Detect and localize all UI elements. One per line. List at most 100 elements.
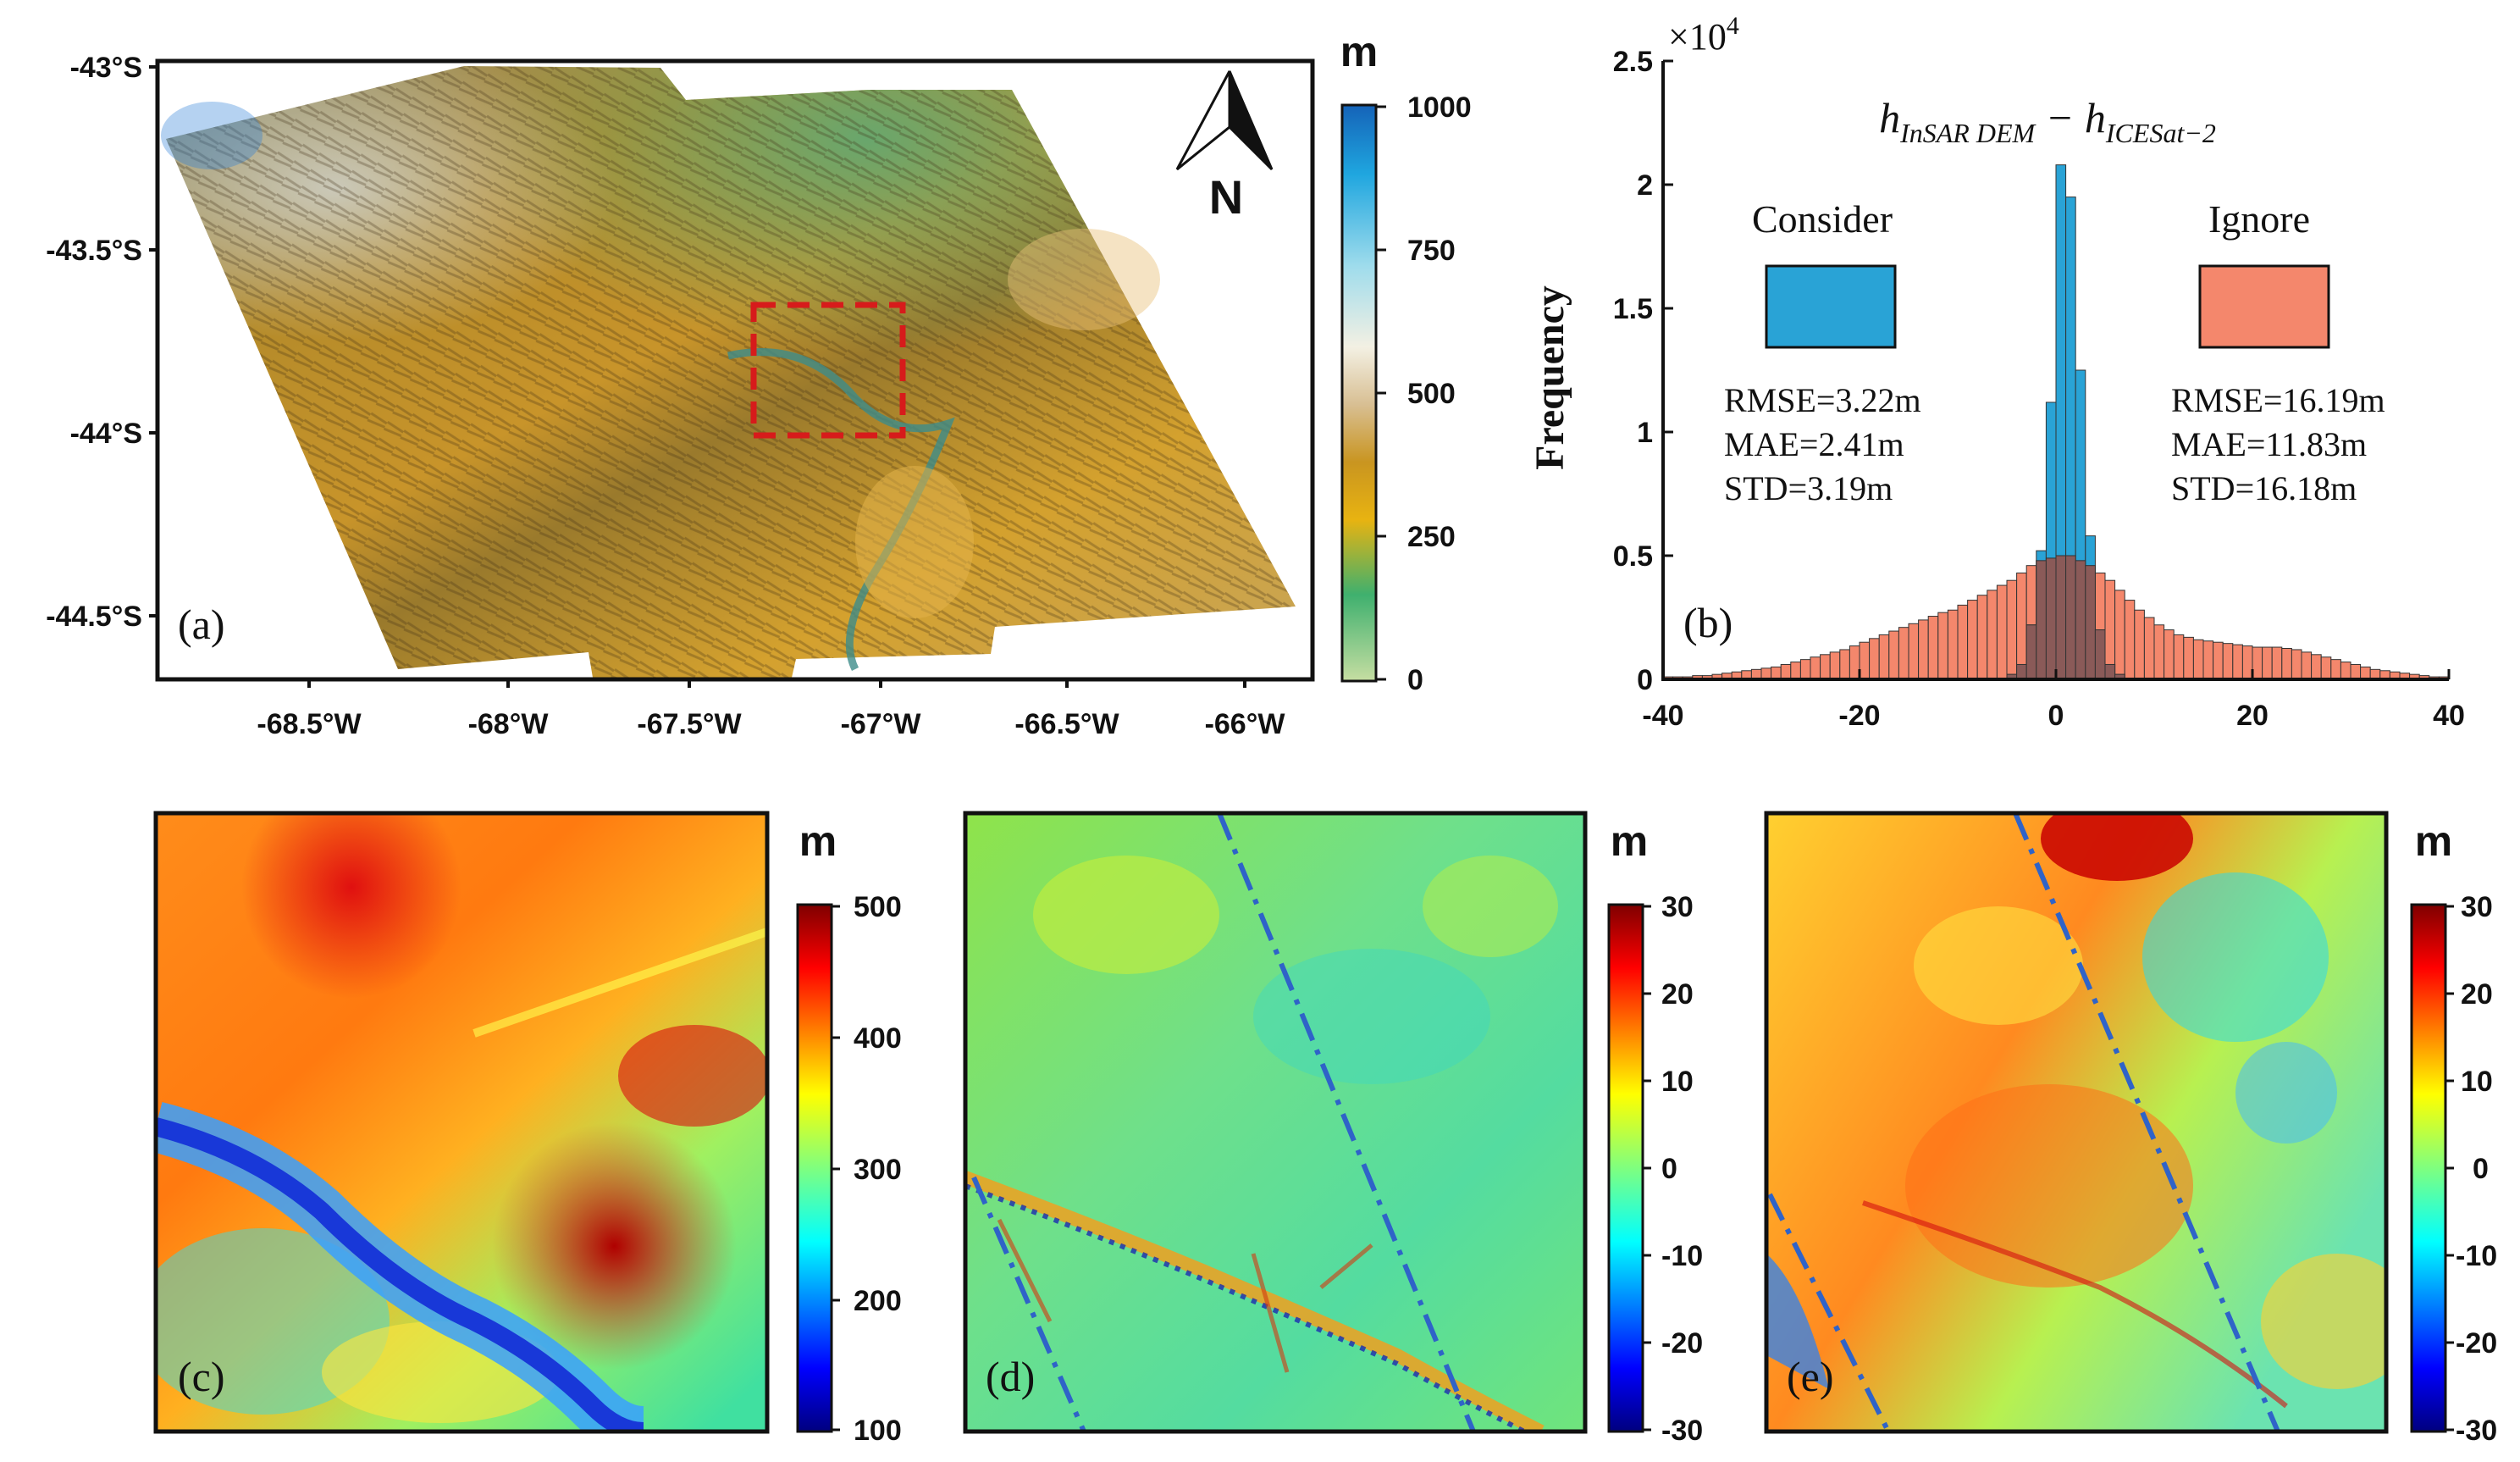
lon-tick-label: -67.5°W bbox=[637, 708, 742, 740]
lat-tick-label: -44.5°S bbox=[46, 601, 142, 633]
bar-overlap bbox=[2016, 663, 2027, 680]
bar-overlap bbox=[2104, 663, 2116, 680]
lat-tick-label: -43.5°S bbox=[46, 235, 142, 267]
bar-overlap bbox=[2025, 624, 2037, 680]
bar-ignore bbox=[2340, 662, 2351, 680]
bar-ignore bbox=[2202, 640, 2214, 680]
bar-ignore bbox=[2213, 641, 2224, 680]
y-exponent: ×104 bbox=[1668, 12, 1739, 58]
colorbar-tick: 0 bbox=[1661, 1153, 1677, 1185]
y-axis-label: Frequency bbox=[1528, 285, 1572, 470]
bar-ignore bbox=[2291, 649, 2302, 680]
lon-ticks: -68.5°W -68°W -67.5°W -67°W -66.5°W -66°… bbox=[257, 679, 1285, 740]
bar-ignore bbox=[2262, 646, 2273, 680]
colorbar-tick: 750 bbox=[1407, 235, 1456, 267]
bar-ignore bbox=[2241, 645, 2253, 680]
bar-ignore bbox=[2192, 639, 2204, 680]
colorbar-unit: m bbox=[1340, 28, 1378, 75]
x-tick-label: 20 bbox=[2236, 700, 2269, 732]
colorbar-tick: 10 bbox=[1661, 1066, 1694, 1098]
lon-tick-label: -68.5°W bbox=[257, 708, 362, 740]
bar-ignore bbox=[1996, 584, 2008, 680]
legend-label-consider: Consider bbox=[1752, 197, 1893, 241]
colorbar-tick: -20 bbox=[2456, 1327, 2497, 1360]
panel-label-a: (a) bbox=[178, 601, 225, 648]
bar-ignore bbox=[1878, 634, 1890, 680]
bar-overlap bbox=[2036, 560, 2047, 680]
bar-ignore bbox=[2153, 624, 2165, 680]
bar-ignore bbox=[2222, 643, 2234, 680]
panel-label-d: (d) bbox=[986, 1353, 1035, 1400]
lon-tick-label: -66°W bbox=[1205, 708, 1286, 740]
colorbar-tick: -30 bbox=[1661, 1415, 1703, 1447]
x-axis: -40 -20 0 20 40 bbox=[1642, 669, 2465, 732]
lon-tick-label: -67°W bbox=[841, 708, 922, 740]
bar-ignore bbox=[1839, 649, 1850, 680]
stat-consider-rmse: RMSE=3.22m bbox=[1724, 381, 1921, 419]
bar-ignore bbox=[2173, 634, 2185, 680]
stat-consider-std: STD=3.19m bbox=[1724, 469, 1893, 507]
bar-ignore bbox=[1957, 604, 1969, 680]
legend-swatch-ignore bbox=[2198, 264, 2330, 349]
lat-tick-label: -44°S bbox=[70, 418, 142, 450]
panel-a: N (a) -43°S -43.5°S -44°S -44.5°S -68.5°… bbox=[46, 28, 1471, 740]
stat-consider-mae: MAE=2.41m bbox=[1724, 425, 1904, 463]
colorbar-tick: 1000 bbox=[1407, 91, 1472, 124]
north-label: N bbox=[1209, 170, 1243, 224]
bar-ignore bbox=[1859, 641, 1871, 680]
panel-b: -40 -20 0 20 40 00.511.522.5 ×104 Frequency … bbox=[1528, 12, 2465, 732]
stat-ignore-rmse: RMSE=16.19m bbox=[2171, 381, 2385, 419]
bar-ignore bbox=[1927, 616, 1939, 680]
y-tick-label: 1 bbox=[1637, 417, 1653, 449]
bar-ignore bbox=[2134, 609, 2145, 680]
bar-ignore bbox=[1947, 609, 1959, 680]
colorbar-tick: 500 bbox=[1407, 378, 1456, 410]
bar-overlap bbox=[2055, 555, 2067, 680]
y-tick-label: 1.5 bbox=[1613, 293, 1653, 325]
x-tick-label: -20 bbox=[1838, 700, 1880, 732]
colorbar-tick: 20 bbox=[1661, 978, 1694, 1011]
north-arrow: N bbox=[1175, 70, 1274, 224]
bar-ignore bbox=[1849, 645, 1860, 680]
series-overlap bbox=[2006, 555, 2125, 680]
y-tick-label: 2.5 bbox=[1613, 46, 1653, 78]
stat-ignore-mae: MAE=11.83m bbox=[2171, 425, 2367, 463]
bar-ignore bbox=[1918, 619, 1929, 680]
colorbar-tick: -30 bbox=[2456, 1415, 2497, 1447]
elevation-map bbox=[156, 813, 767, 1432]
bar-ignore bbox=[1888, 630, 1899, 680]
panel-d: (d) m 30 20 10 0 -10 -20 -30 bbox=[963, 811, 1703, 1447]
x-tick-label: 40 bbox=[2433, 700, 2465, 732]
colorbar-tick: 20 bbox=[2461, 978, 2493, 1011]
panel-c: (c) m 500 400 300 200 100 bbox=[153, 811, 902, 1447]
difference-map-ignore bbox=[1766, 813, 2386, 1432]
bar-ignore bbox=[2006, 579, 2018, 680]
bar-overlap bbox=[2065, 555, 2076, 680]
colorbar-tick: 30 bbox=[2461, 891, 2493, 923]
bar-ignore bbox=[2271, 646, 2283, 680]
lon-tick-label: -68°W bbox=[468, 708, 550, 740]
colorbar-d: m 30 20 10 0 -10 -20 -30 bbox=[1607, 817, 1703, 1447]
colorbar-unit: m bbox=[1611, 817, 1648, 865]
bar-ignore bbox=[2252, 646, 2263, 680]
bar-ignore bbox=[1780, 663, 1792, 680]
dem-map bbox=[161, 66, 1296, 678]
legend-label-ignore: Ignore bbox=[2208, 197, 2310, 241]
y-tick-label: 0.5 bbox=[1613, 540, 1653, 573]
colorbar-unit: m bbox=[799, 817, 837, 865]
colorbar-tick: -20 bbox=[1661, 1327, 1703, 1360]
bar-ignore bbox=[2311, 654, 2322, 680]
bar-overlap bbox=[2094, 629, 2106, 680]
panel-e: (e) m 30 20 10 0 -10 -20 -30 bbox=[1764, 811, 2497, 1447]
bar-overlap bbox=[2075, 560, 2086, 680]
bar-ignore bbox=[1967, 600, 1978, 680]
colorbar-tick: 10 bbox=[2461, 1066, 2493, 1098]
bar-ignore bbox=[2330, 659, 2341, 680]
colorbar-tick: 30 bbox=[1661, 891, 1694, 923]
bar-ignore bbox=[1799, 659, 1811, 680]
bar-ignore bbox=[1908, 623, 1920, 680]
lat-tick-label: -43°S bbox=[70, 52, 142, 84]
legend-swatch-consider bbox=[1765, 264, 1897, 349]
bar-ignore bbox=[1898, 627, 1909, 680]
